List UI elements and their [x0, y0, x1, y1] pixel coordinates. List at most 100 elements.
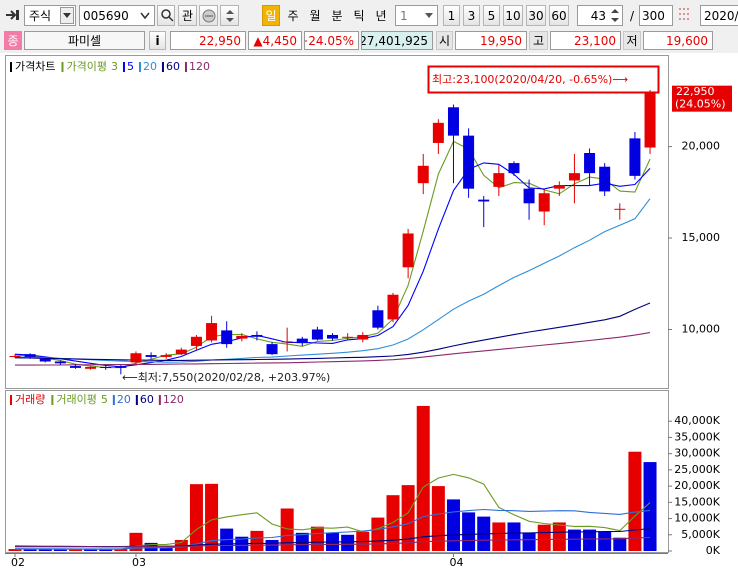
count-input[interactable]: 43: [577, 5, 623, 26]
total: 300: [642, 8, 665, 23]
low: 19,600: [643, 31, 713, 50]
volume-bar: [567, 529, 581, 551]
volume-bar: [38, 549, 52, 551]
y-tick-label: 15,000: [682, 231, 721, 244]
candle-body: [584, 153, 596, 174]
legend-marker: [135, 395, 138, 405]
period-button[interactable]: 일: [262, 5, 280, 26]
count-spinner[interactable]: [608, 6, 622, 25]
period-button[interactable]: 월: [309, 9, 321, 23]
separator: /: [629, 8, 635, 23]
ma-line: [15, 332, 651, 366]
unit: 1: [400, 8, 408, 23]
count: 43: [590, 8, 606, 23]
market: 주식: [29, 9, 52, 23]
high-label: 고: [529, 31, 548, 50]
candle-body: [478, 199, 490, 202]
volume-bar: [205, 483, 219, 551]
legend-ma-title: 가격이평: [66, 60, 106, 73]
interval-button[interactable]: 30: [526, 5, 546, 26]
volume-bar: [84, 549, 98, 551]
nav-icon[interactable]: [4, 5, 22, 26]
candle-body: [311, 329, 323, 340]
volume-bar: [598, 531, 612, 551]
legend-marker: [138, 62, 141, 72]
candle-body: [493, 173, 505, 187]
last-price-box: [672, 85, 732, 112]
interest-button[interactable]: 관: [178, 5, 197, 26]
candle-body: [463, 135, 475, 189]
candle-body: [508, 163, 520, 174]
candle-body: [130, 353, 142, 363]
ma-line: [14, 508, 651, 550]
updown-button[interactable]: [220, 5, 239, 26]
volume-bar: [250, 530, 264, 551]
candle-body: [160, 355, 172, 357]
candle-body: [206, 323, 218, 341]
volume-bar: [114, 548, 128, 551]
volume-bar: [583, 529, 597, 551]
y-tick-label: 20,000K: [674, 479, 720, 492]
volume-bar: [416, 405, 430, 551]
volume: 27,401,925: [361, 31, 433, 50]
search-button[interactable]: [157, 5, 175, 26]
volume-bar: [492, 522, 506, 551]
candle-body: [9, 355, 21, 357]
y-tick-label: 15,000K: [674, 495, 720, 508]
volume-bar: [446, 499, 460, 551]
link-button[interactable]: [199, 5, 218, 26]
unit-select[interactable]: 1: [395, 5, 438, 26]
candle-body: [69, 366, 81, 368]
legend-entry: 60: [140, 393, 154, 406]
interval-button[interactable]: 60: [549, 5, 569, 26]
volume-bar: [174, 539, 188, 551]
candle-body: [417, 165, 429, 184]
candle-body: [115, 366, 127, 368]
candle-body: [432, 122, 444, 143]
candle-body: [568, 173, 580, 181]
candle-body: [553, 185, 565, 189]
candle-body: [145, 355, 157, 357]
code-dropdown[interactable]: [138, 7, 153, 24]
period-button[interactable]: 주: [287, 9, 299, 23]
last-price: 22,950: [676, 85, 715, 98]
legend-marker: [112, 395, 115, 405]
period-button[interactable]: 틱: [353, 9, 365, 23]
candle-body: [24, 354, 36, 357]
legend-entry: 5: [101, 393, 108, 406]
date-input[interactable]: 2020/0: [700, 5, 738, 26]
candle-body: [266, 344, 278, 355]
period-button[interactable]: 분: [331, 9, 343, 23]
volume-bar: [310, 526, 324, 551]
info-button[interactable]: i: [149, 31, 166, 50]
legend-entry: 20: [117, 393, 131, 406]
legend-marker: [10, 62, 12, 72]
grid-icon[interactable]: [676, 5, 694, 26]
y-tick-label: 5,000K: [681, 528, 720, 541]
volume-bar: [386, 495, 400, 551]
candle-body: [190, 336, 202, 346]
candle-body: [175, 349, 187, 355]
volume-bar: [628, 451, 642, 551]
period-button[interactable]: 년: [375, 9, 387, 23]
legend-title: 가격차트: [15, 60, 55, 73]
interval-button[interactable]: 3: [463, 5, 480, 26]
interval-button[interactable]: 1: [443, 5, 460, 26]
interval-button[interactable]: 5: [483, 5, 500, 26]
candle-body: [629, 138, 641, 176]
stock-code: 005690: [83, 8, 129, 23]
y-tick-label: 35,000K: [674, 430, 720, 443]
total-input[interactable]: 300: [639, 5, 673, 26]
legend-marker: [122, 62, 125, 72]
dropdown-arrow[interactable]: [60, 7, 74, 24]
code-input[interactable]: 005690: [79, 5, 155, 26]
candle-body: [236, 335, 248, 339]
interval-button[interactable]: 10: [503, 5, 523, 26]
volume-bar: [68, 549, 82, 551]
price: 22,950: [170, 31, 246, 50]
candle-body: [644, 92, 656, 148]
volume-bar: [537, 524, 551, 551]
unit-dropdown[interactable]: [422, 7, 436, 24]
candle-body: [327, 334, 339, 339]
